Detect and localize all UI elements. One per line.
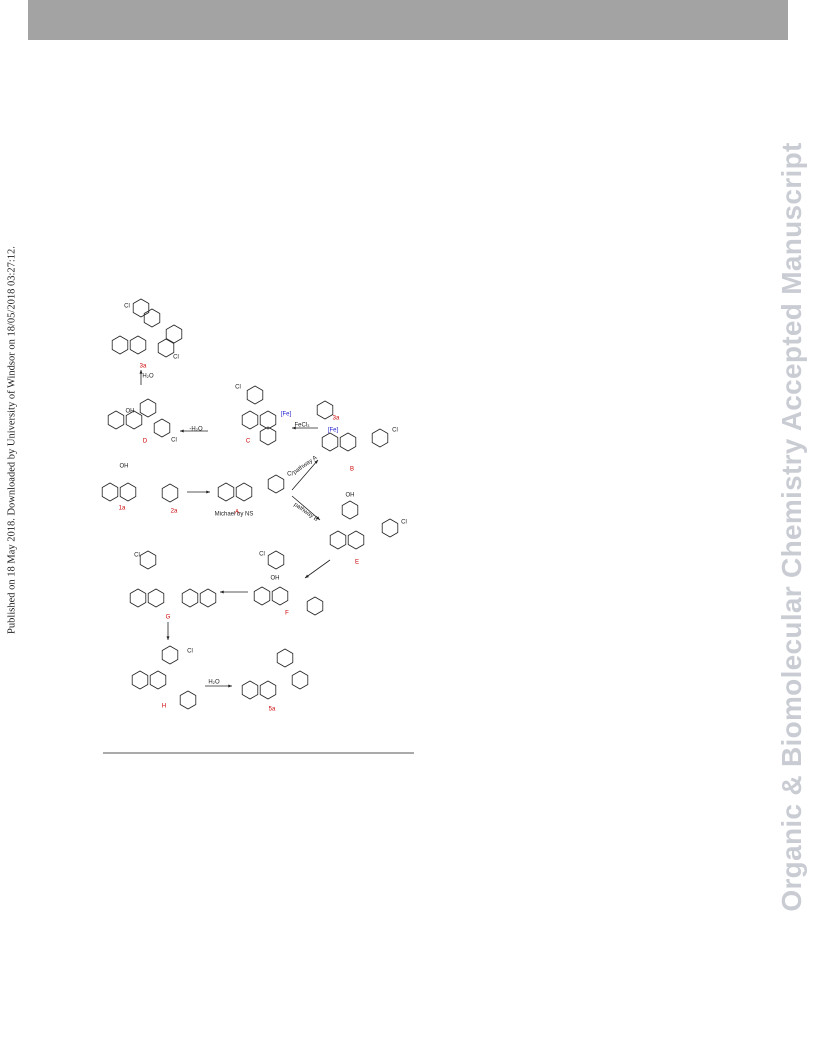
scheme-label: E — [355, 560, 359, 566]
ring — [381, 518, 399, 538]
arrow — [291, 459, 319, 491]
arrow-head — [316, 516, 320, 520]
scheme-label: Cl — [259, 552, 265, 558]
scheme-label: B — [350, 467, 354, 473]
scheme-label: H₂O — [142, 374, 154, 380]
scheme-label: H — [162, 704, 166, 710]
header-bar — [28, 0, 788, 40]
scheme-label: OH — [126, 409, 135, 415]
scheme-label: [Fe] — [281, 412, 292, 418]
arrow-head — [292, 426, 296, 430]
scheme-label: H₂O — [208, 680, 220, 686]
ring — [149, 670, 167, 690]
ring — [217, 482, 235, 502]
ring — [111, 335, 129, 355]
scheme-label: OH — [271, 576, 280, 582]
ring — [147, 588, 165, 608]
ring — [165, 324, 183, 344]
ring — [339, 432, 357, 452]
ring — [253, 586, 271, 606]
arrow — [304, 559, 331, 579]
scheme-label: Cl — [392, 428, 398, 434]
ring — [259, 410, 277, 430]
arrow-head — [139, 370, 143, 374]
scheme-label: D — [143, 439, 148, 445]
scheme-label: OH — [120, 464, 129, 470]
scheme-label: G — [166, 615, 171, 621]
scheme-label: Cl — [171, 438, 177, 444]
ring — [267, 550, 285, 570]
ring — [131, 670, 149, 690]
ring — [259, 426, 277, 446]
ring — [271, 586, 289, 606]
ring — [321, 432, 339, 452]
scheme-label: Cl — [124, 304, 130, 310]
ring — [267, 474, 285, 494]
ring — [316, 400, 334, 420]
scheme-label: Cl — [401, 520, 407, 526]
scheme-label: 2a — [171, 509, 178, 515]
scheme-label: 1a — [119, 506, 126, 512]
arrow-head — [220, 590, 224, 594]
ring — [291, 670, 309, 690]
arrow-head — [206, 490, 210, 494]
scheme-label: 3a — [333, 416, 340, 422]
arrow — [291, 495, 321, 521]
arrow-head — [305, 574, 309, 578]
scheme-label: -H₂O — [189, 427, 203, 433]
ring — [246, 385, 264, 405]
arrow-head — [228, 684, 232, 688]
ring — [347, 530, 365, 550]
ring — [132, 298, 150, 318]
scheme-label: A — [235, 510, 239, 516]
ring — [371, 428, 389, 448]
ring — [129, 588, 147, 608]
ring — [241, 410, 259, 430]
scheme-label: FeCl₃ — [294, 423, 310, 429]
ring — [341, 500, 359, 520]
ring — [143, 308, 161, 328]
ring — [139, 398, 157, 418]
ring — [125, 410, 143, 430]
scheme-label: F — [285, 611, 289, 617]
scheme-label: 5a — [269, 707, 276, 713]
ring — [241, 680, 259, 700]
scheme-label: OH — [346, 493, 355, 499]
scheme-label: 3a — [140, 364, 147, 370]
ring — [107, 410, 125, 430]
arrow-head — [166, 636, 170, 640]
arrow-head — [180, 429, 184, 433]
ring — [306, 596, 324, 616]
ring — [259, 680, 277, 700]
ring — [329, 530, 347, 550]
ring — [153, 418, 171, 438]
ring — [179, 690, 197, 710]
scheme-label: pathway B — [292, 502, 318, 523]
ring — [119, 482, 137, 502]
ring — [199, 588, 217, 608]
scheme-label: C — [246, 439, 251, 445]
scheme-label: Cl — [187, 649, 193, 655]
arrow-head — [314, 460, 318, 464]
scheme-label: pathway A — [292, 455, 318, 476]
ring — [139, 550, 157, 570]
scheme-label: Cl — [173, 355, 179, 361]
scheme-label: Michael by NS — [215, 512, 254, 518]
scheme-label: Cl — [235, 385, 241, 391]
ring — [101, 482, 119, 502]
divider — [103, 752, 414, 754]
scheme-label: [Fe] — [328, 428, 339, 434]
scheme-label: Cl — [287, 472, 293, 478]
ring — [161, 483, 179, 503]
ring — [235, 482, 253, 502]
scheme-label: Cl — [134, 553, 140, 559]
ring — [276, 648, 294, 668]
ring — [181, 588, 199, 608]
ring — [161, 645, 179, 665]
ring — [129, 335, 147, 355]
ring — [157, 338, 175, 358]
